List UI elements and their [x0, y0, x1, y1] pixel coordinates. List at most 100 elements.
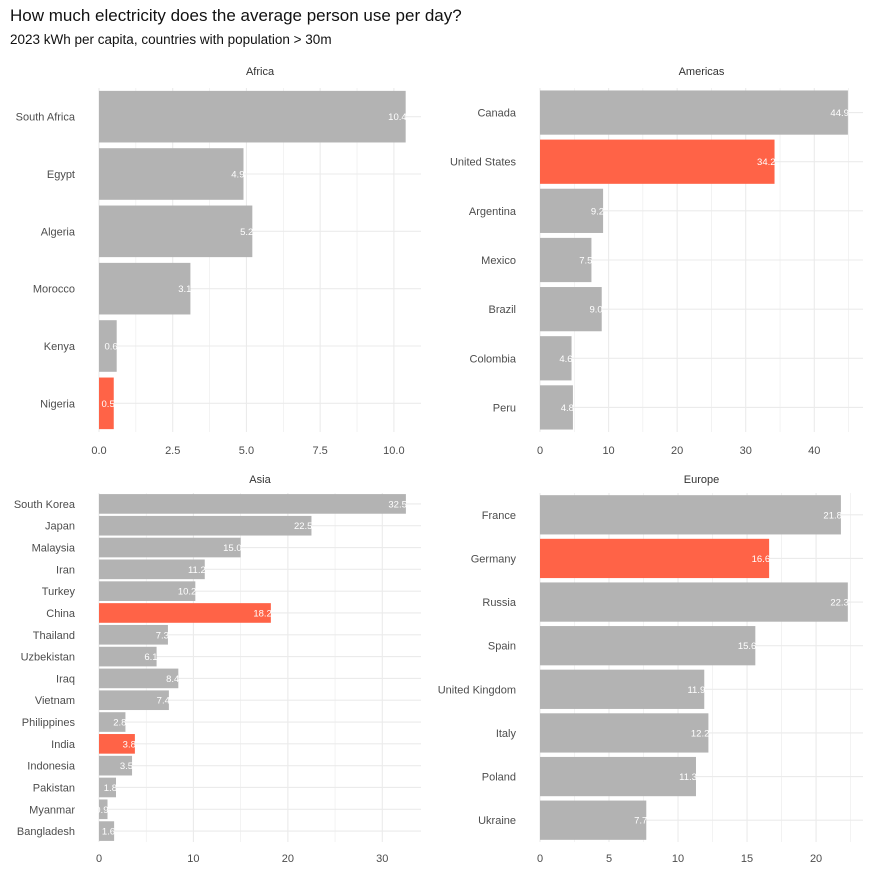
x-tick-label: 15 — [741, 853, 753, 865]
category-label: Spain — [488, 641, 516, 653]
category-label: Peru — [493, 402, 516, 414]
value-label: 22.3 — [830, 598, 849, 609]
value-label: 3.5 — [120, 761, 133, 772]
bar-china — [99, 603, 271, 623]
category-label: Algeria — [41, 226, 76, 238]
category-label: South Africa — [16, 112, 76, 124]
bar-argentina — [540, 188, 604, 233]
x-tick-label: 10 — [602, 445, 614, 457]
bar-malaysia — [99, 537, 241, 558]
value-label: 4.8 — [561, 403, 574, 414]
value-label: 5.2 — [240, 227, 253, 238]
panel-americas: Americas Canada 44.9 United States 34.2 Argen… — [450, 66, 863, 457]
x-tick-label: 10.0 — [383, 445, 404, 457]
bar-thailand — [99, 624, 168, 645]
bar-italy — [540, 713, 709, 753]
category-label: Uzbekistan — [21, 652, 75, 664]
x-tick-label: 30 — [740, 445, 752, 457]
x-tick-label: 0 — [537, 445, 543, 457]
chart-subtitle: 2023 kWh per capita, countries with popu… — [10, 32, 332, 47]
category-label: Nigeria — [40, 398, 76, 410]
bar-south-africa — [99, 90, 406, 143]
value-label: 7.5 — [579, 256, 592, 267]
category-label: Kenya — [44, 341, 76, 353]
value-label: 7.7 — [634, 816, 647, 827]
bar-russia — [540, 582, 848, 622]
value-label: 15.0 — [223, 543, 242, 554]
category-label: Argentina — [469, 206, 517, 218]
value-label: 3.1 — [178, 284, 191, 295]
category-label: Colombia — [470, 353, 517, 365]
bar-morocco — [99, 262, 191, 315]
category-label: Germany — [471, 553, 517, 565]
x-tick-label: 2.5 — [165, 445, 180, 457]
bar-brazil — [540, 287, 602, 332]
value-label: 10.4 — [388, 112, 407, 123]
value-label: 16.6 — [752, 554, 771, 565]
value-label: 7.4 — [157, 696, 170, 707]
category-label: France — [482, 510, 516, 522]
bar-ukraine — [540, 800, 647, 840]
panel-title: Americas — [679, 66, 725, 78]
bar-bangladesh — [99, 821, 115, 841]
category-label: Bangladesh — [17, 826, 75, 838]
panel-title: Asia — [249, 474, 271, 486]
value-label: 11.9 — [687, 685, 705, 696]
bar-canada — [540, 90, 848, 135]
value-label: 18.2 — [253, 608, 272, 619]
panel-asia: Asia South Korea 32.5 Japan 22.5 Malaysia 15.0… — [14, 474, 421, 865]
value-label: 1.6 — [102, 827, 115, 838]
bar-germany — [540, 538, 770, 579]
category-label: China — [46, 608, 76, 620]
category-label: Iraq — [56, 673, 75, 685]
x-tick-label: 0.0 — [91, 445, 106, 457]
value-label: 11.2 — [188, 565, 206, 576]
bar-mexico — [540, 237, 592, 283]
x-tick-label: 5.0 — [239, 445, 254, 457]
panel-europe: Europe France 21.8 Germany 16.6 Russia 22.3 Spa… — [438, 474, 863, 865]
value-label: 10.2 — [178, 587, 197, 598]
value-label: 4.9 — [231, 170, 244, 181]
x-tick-label: 5 — [606, 853, 612, 865]
x-tick-label: 10 — [187, 853, 199, 865]
bar-turkey — [99, 581, 196, 601]
bar-kenya — [99, 320, 117, 372]
x-tick-label: 20 — [671, 445, 683, 457]
category-label: Poland — [482, 772, 516, 784]
category-label: Turkey — [42, 586, 76, 598]
category-label: Iran — [56, 564, 75, 576]
bar-japan — [99, 515, 312, 536]
value-label: 32.5 — [388, 499, 407, 510]
bar-algeria — [99, 205, 253, 258]
value-label: 6.1 — [144, 652, 157, 663]
value-label: 4.6 — [559, 354, 572, 365]
x-tick-label: 30 — [376, 853, 388, 865]
category-label: Japan — [45, 521, 75, 533]
bar-uzbekistan — [99, 646, 157, 667]
category-label: Malaysia — [32, 543, 76, 555]
x-tick-label: 10 — [672, 853, 684, 865]
bar-poland — [540, 756, 696, 797]
value-label: 1.8 — [104, 783, 117, 794]
bar-vietnam — [99, 690, 169, 711]
value-label: 9.0 — [590, 305, 603, 316]
category-label: Italy — [496, 728, 517, 740]
x-tick-label: 0 — [96, 853, 102, 865]
category-label: Morocco — [33, 284, 75, 296]
panel-africa: Africa South Africa 10.4 Egypt 4.9 Algeria 5.2… — [16, 66, 421, 457]
value-label: 7.3 — [156, 630, 169, 641]
category-label: Brazil — [488, 304, 516, 316]
category-label: South Korea — [14, 499, 76, 511]
x-tick-label: 20 — [810, 853, 822, 865]
value-label: 11.3 — [679, 772, 697, 783]
bar-nigeria — [99, 377, 114, 430]
bar-colombia — [540, 336, 572, 381]
category-label: Indonesia — [27, 761, 76, 773]
category-label: Ukraine — [478, 815, 516, 827]
value-label: 0.5 — [102, 399, 115, 410]
category-label: Mexico — [481, 255, 516, 267]
value-label: 9.2 — [591, 206, 604, 217]
bar-united-states — [540, 139, 775, 184]
category-label: Pakistan — [33, 782, 75, 794]
